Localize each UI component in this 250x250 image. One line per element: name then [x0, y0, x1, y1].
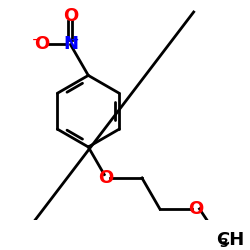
Text: CH: CH [216, 231, 244, 249]
Text: O: O [34, 36, 50, 54]
Text: O: O [98, 169, 114, 187]
Text: 3: 3 [220, 237, 228, 250]
Text: O: O [63, 7, 78, 25]
Text: −: − [32, 35, 41, 45]
Text: N: N [63, 36, 78, 54]
Text: O: O [188, 200, 203, 218]
Text: +: + [71, 35, 79, 45]
